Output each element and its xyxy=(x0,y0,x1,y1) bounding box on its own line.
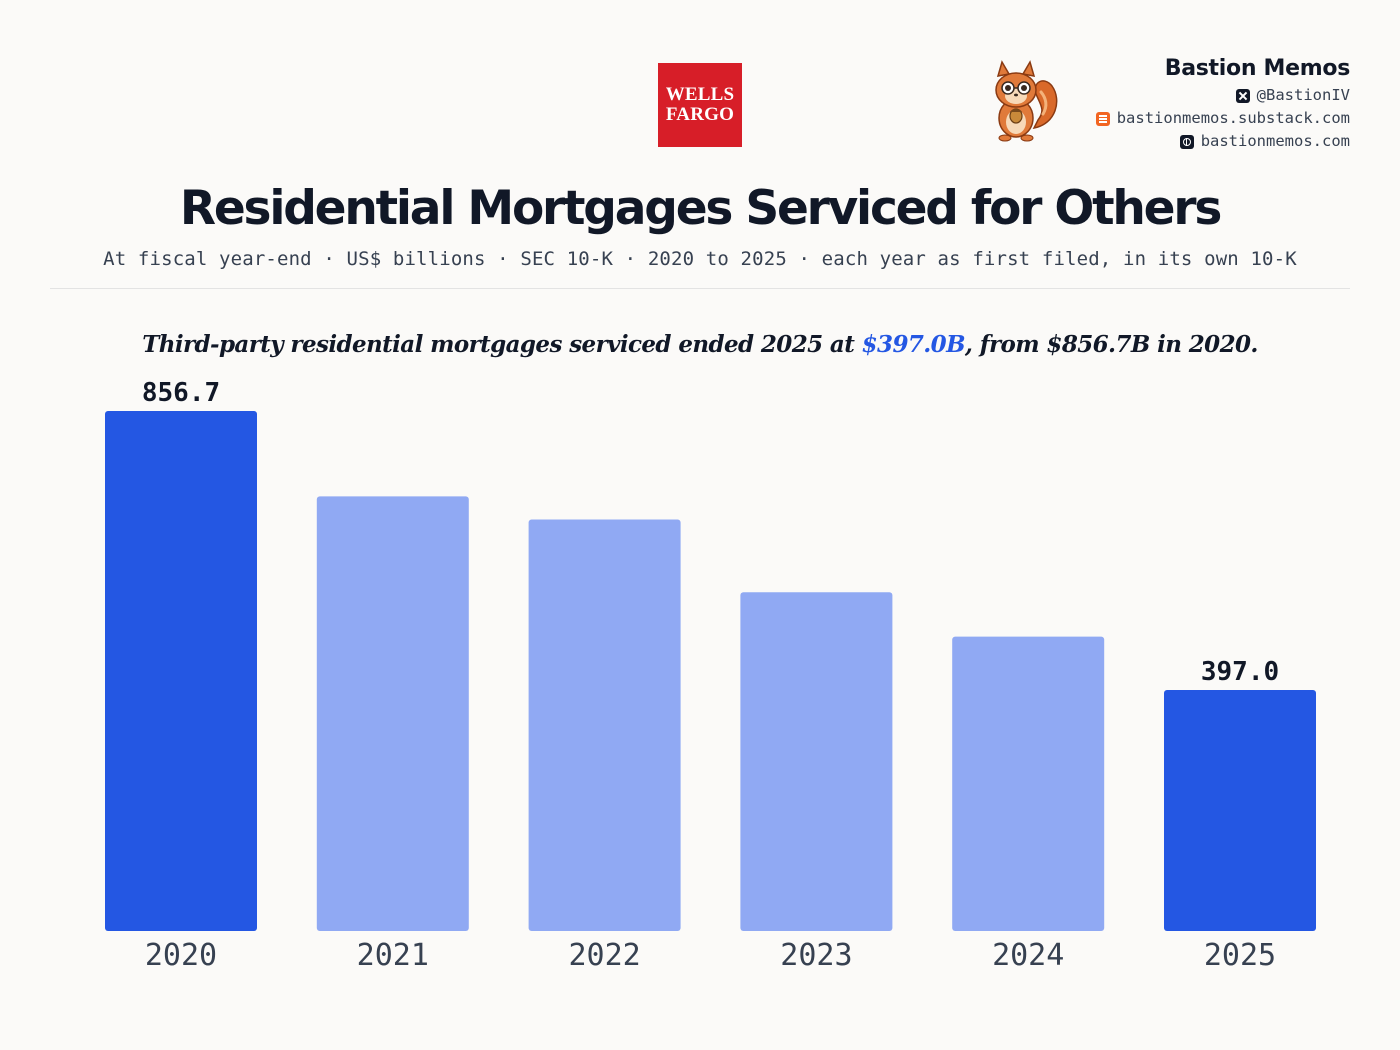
twitter-handle: @BastionIV xyxy=(1256,86,1350,104)
logo-line-1: WELLS xyxy=(665,84,735,105)
bar-value-label-2025: 397.0 xyxy=(1201,657,1279,687)
squirrel-mascot-icon xyxy=(995,60,1058,142)
bar-2020 xyxy=(105,411,257,931)
chart-title: Residential Mortgages Serviced for Other… xyxy=(179,181,1222,236)
bar-2025 xyxy=(1164,690,1316,931)
brand-link-website[interactable]: bastionmemos.com xyxy=(1096,130,1350,153)
bar-2023 xyxy=(740,592,893,931)
headline-highlight: $397.0B xyxy=(861,331,966,358)
bar-2022 xyxy=(528,519,681,931)
brand-link-substack[interactable]: bastionmemos.substack.com xyxy=(1095,107,1350,130)
x-tick-label-2020: 2020 xyxy=(145,938,217,973)
wells-fargo-logo: WELLS FARGO xyxy=(658,63,742,147)
headline-prefix: Third-party residential mortgages servic… xyxy=(142,331,862,358)
headline-suffix: , from $856.7B in 2020. xyxy=(964,331,1258,358)
brand-block: Bastion Memos @BastionIV bastionmemos.su… xyxy=(1095,54,1351,153)
substack-url: bastionmemos.substack.com xyxy=(1116,109,1350,127)
globe-icon xyxy=(1179,134,1194,149)
x-tick-label-2021: 2021 xyxy=(357,938,429,973)
x-tick-label-2023: 2023 xyxy=(780,938,852,973)
bar-value-label-2020: 856.7 xyxy=(142,378,220,408)
x-tick-label-2025: 2025 xyxy=(1204,938,1276,973)
headline: Third-party residential mortgages servic… xyxy=(0,328,1400,362)
bar-2024 xyxy=(952,636,1105,931)
brand-name: Bastion Memos xyxy=(1164,56,1351,81)
brand-link-twitter[interactable]: @BastionIV xyxy=(1096,84,1350,107)
substack-icon xyxy=(1095,111,1110,126)
logo-line-2: FARGO xyxy=(665,104,735,125)
bar-2021 xyxy=(316,496,469,931)
header-divider xyxy=(50,288,1350,289)
x-icon xyxy=(1235,88,1250,103)
chart-subtitle: At fiscal year-end · US$ billions · SEC … xyxy=(103,248,1297,270)
x-tick-label-2024: 2024 xyxy=(992,938,1064,973)
x-tick-label-2022: 2022 xyxy=(568,938,640,973)
website-url: bastionmemos.com xyxy=(1200,132,1350,150)
